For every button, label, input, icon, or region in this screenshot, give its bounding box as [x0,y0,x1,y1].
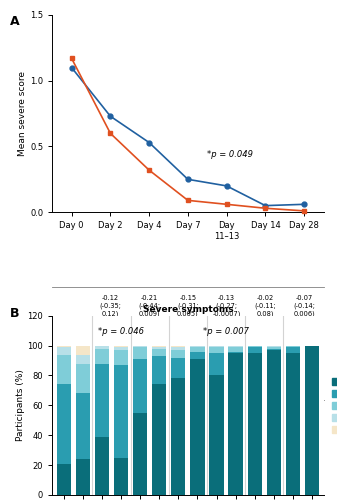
Text: -0.07
(-0.14;
0.006): -0.07 (-0.14; 0.006) [293,295,315,317]
Bar [267,347,281,348]
Bar [114,347,128,350]
Bar [57,347,71,354]
Bar [171,347,185,350]
Bar [286,346,300,347]
Bar [171,350,185,358]
Y-axis label: Mean severe score: Mean severe score [18,71,27,156]
Bar [95,348,109,364]
Bar [286,347,300,353]
Bar [152,384,166,495]
Bar [171,346,185,347]
Bar [228,353,243,495]
Bar [75,364,90,394]
Y-axis label: Participants (%): Participants (%) [16,370,25,442]
Bar [171,378,185,495]
Bar [267,346,281,347]
Text: *p = 0.049: *p = 0.049 [207,150,253,159]
Bar [152,348,166,356]
Bar [114,458,128,495]
Bar [286,353,300,495]
Bar [190,346,205,347]
Bar [75,354,90,364]
Bar [248,346,262,347]
Bar [152,347,166,348]
Bar [114,365,128,458]
Text: A: A [10,15,20,28]
Bar [133,359,147,413]
Text: -0.13
(-0.27;
-0.0007): -0.13 (-0.27; -0.0007) [212,295,241,317]
Bar [152,356,166,384]
Bar [209,353,224,376]
Bar [57,354,71,384]
Bar [114,346,128,347]
Bar [190,359,205,495]
Bar [75,459,90,495]
Text: -0.12
(-0.35;
0.12): -0.12 (-0.35; 0.12) [99,295,121,317]
Bar [152,346,166,347]
Bar [57,346,71,347]
Text: B: B [10,307,20,320]
Bar [133,413,147,495]
Bar [228,347,243,352]
Bar [248,353,262,495]
Bar [305,346,319,495]
Text: -0.21
(-0.44;
0.009): -0.21 (-0.44; 0.009) [138,295,160,317]
Bar [75,394,90,459]
Bar [133,346,147,347]
Bar [95,364,109,436]
Bar [57,384,71,464]
Bar [228,352,243,353]
Text: -0.15
(-0.31;
0.005): -0.15 (-0.31; 0.005) [177,295,199,317]
Legend: 0, 1, 2, 3, 4: 0, 1, 2, 3, 4 [330,375,337,436]
Bar [95,436,109,495]
Text: Severe symptoms: Severe symptoms [143,412,233,420]
Bar [267,348,281,350]
Bar [209,346,224,347]
Bar [75,346,90,354]
Bar [133,347,147,359]
Bar [95,346,109,348]
Bar [190,352,205,359]
Text: *p = 0.046: *p = 0.046 [98,326,144,336]
Bar [190,347,205,352]
Text: *p = 0.007: *p = 0.007 [203,326,249,336]
Bar [114,350,128,365]
Bar [248,347,262,353]
Bar [267,350,281,495]
Title: Severe symptoms: Severe symptoms [143,304,233,314]
Text: -0.02
(-0.11;
0.08): -0.02 (-0.11; 0.08) [254,295,276,317]
Bar [228,346,243,347]
Bar [209,376,224,495]
Bar [209,347,224,353]
Bar [171,358,185,378]
Bar [57,464,71,495]
